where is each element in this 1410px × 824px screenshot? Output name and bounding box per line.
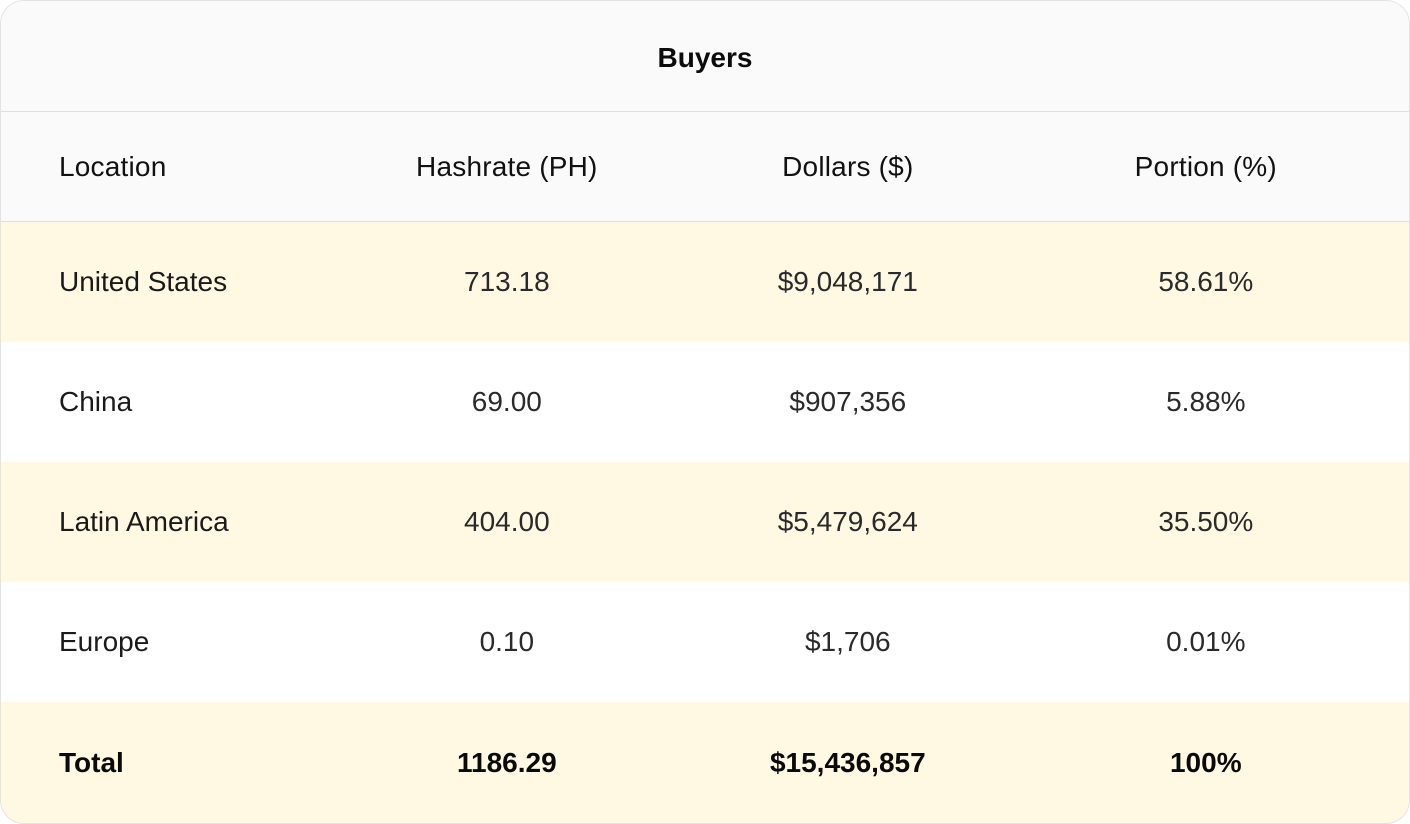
table-title-bar: Buyers [1,1,1409,112]
table-row: Latin America 404.00 $5,479,624 35.50% [1,462,1409,582]
column-header-hashrate: Hashrate (PH) [416,150,598,182]
hashrate-cell: 69.00 [471,386,542,417]
total-dollars: $15,436,857 [769,746,926,778]
location-cell: Europe [59,626,150,657]
total-hashrate: 1186.29 [456,746,557,778]
dollars-cell: $5,479,624 [777,506,918,537]
hashrate-cell: 713.18 [464,266,550,297]
portion-cell: 0.01% [1166,626,1246,657]
table-row: United States 713.18 $9,048,171 58.61% [1,222,1409,342]
table-row: Europe 0.10 $1,706 0.01% [1,582,1409,702]
column-header-dollars: Dollars ($) [782,150,914,182]
total-label: Total [59,746,124,778]
dollars-cell: $9,048,171 [777,266,918,297]
location-cell: United States [59,266,228,297]
portion-cell: 35.50% [1158,506,1254,537]
location-cell: China [59,386,133,417]
table-title: Buyers [657,42,753,73]
dollars-cell: $1,706 [804,626,891,657]
dollars-cell: $907,356 [789,386,907,417]
location-cell: Latin America [59,506,229,537]
table-row: China 69.00 $907,356 5.88% [1,342,1409,462]
hashrate-cell: 0.10 [479,626,535,657]
hashrate-cell: 404.00 [464,506,550,537]
table-total-row: Total 1186.29 $15,436,857 100% [1,702,1409,823]
total-portion: 100% [1169,746,1242,778]
portion-cell: 5.88% [1166,386,1246,417]
column-header-portion: Portion (%) [1134,150,1277,182]
table-header-row: Location Hashrate (PH) Dollars ($) Porti… [1,112,1409,222]
portion-cell: 58.61% [1158,266,1254,297]
column-header-location: Location [59,150,167,182]
